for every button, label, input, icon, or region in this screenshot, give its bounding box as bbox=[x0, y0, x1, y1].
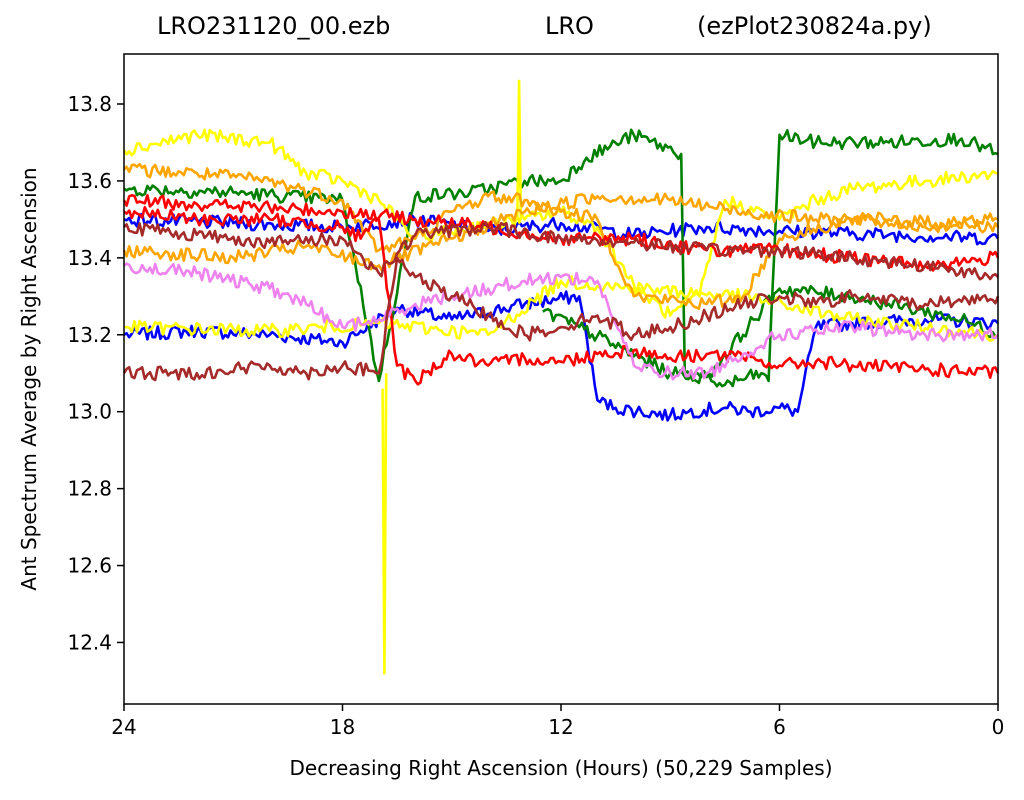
y-tick-label: 13.8 bbox=[67, 92, 112, 116]
series-layer bbox=[122, 79, 1000, 675]
y-axis-label: Ant Spectrum Average by Right Ascension bbox=[17, 167, 41, 591]
axes-frame bbox=[123, 53, 999, 705]
y-axis-ticks: 12.4 12.6 12.8 13.0 13.2 13.4 13.6 13.8 bbox=[67, 92, 124, 654]
x-tick-label: 18 bbox=[330, 715, 355, 739]
series-line-1 bbox=[123, 212, 1000, 246]
y-tick-label: 12.6 bbox=[67, 554, 112, 578]
y-tick-label: 13.2 bbox=[67, 323, 112, 347]
series-line-5 bbox=[381, 373, 388, 675]
plot-title-station: LRO bbox=[545, 12, 594, 40]
y-tick-label: 13.0 bbox=[67, 400, 112, 424]
plot-title-script: (ezPlot230824a.py) bbox=[697, 12, 932, 40]
x-tick-label: 24 bbox=[111, 715, 136, 739]
x-axis-ticks: 24 18 12 6 0 bbox=[111, 704, 1004, 739]
series-line-6 bbox=[516, 79, 523, 220]
series-line-8 bbox=[123, 162, 999, 310]
series-line-12 bbox=[123, 262, 1000, 381]
series-line-13 bbox=[122, 256, 1000, 382]
series-line-14 bbox=[123, 221, 999, 281]
plot-title-filename: LRO231120_00.ezb bbox=[157, 12, 391, 40]
x-tick-label: 12 bbox=[548, 715, 573, 739]
y-tick-label: 13.4 bbox=[67, 246, 112, 270]
series-line-7 bbox=[124, 275, 999, 342]
y-tick-label: 12.4 bbox=[67, 630, 112, 654]
y-tick-label: 12.8 bbox=[67, 477, 112, 501]
x-tick-label: 6 bbox=[773, 715, 786, 739]
series-line-2 bbox=[123, 128, 999, 388]
series-line-9 bbox=[122, 192, 1000, 272]
x-axis-label: Decreasing Right Ascension (Hours) (50,2… bbox=[289, 756, 833, 780]
x-tick-label: 0 bbox=[992, 715, 1005, 739]
series-line-0 bbox=[123, 290, 999, 422]
series-line-10 bbox=[123, 205, 1000, 386]
y-tick-label: 13.6 bbox=[67, 169, 112, 193]
